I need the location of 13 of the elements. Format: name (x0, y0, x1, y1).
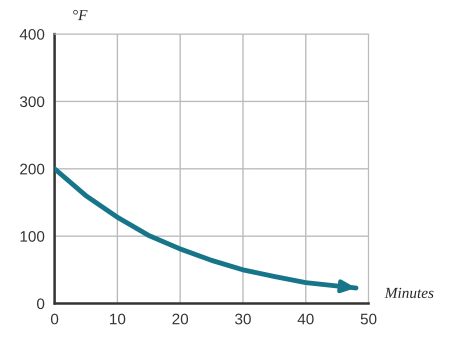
x-axis-title: Minutes (384, 288, 434, 298)
x-tick-label: 50 (360, 314, 376, 324)
x-tick-label: 10 (110, 314, 126, 324)
y-tick-label: 0 (36, 298, 44, 310)
x-tick-label: 40 (298, 314, 314, 324)
y-tick-label: 400 (20, 28, 44, 40)
x-tick-label: 0 (50, 314, 58, 324)
y-tick-label: 200 (20, 164, 44, 174)
y-tick-label: 300 (20, 96, 44, 108)
y-axis-title: °F (73, 10, 88, 20)
y-tick-label: 100 (20, 231, 44, 242)
x-tick-label: 30 (235, 314, 251, 324)
x-tick-label: 20 (172, 314, 188, 324)
